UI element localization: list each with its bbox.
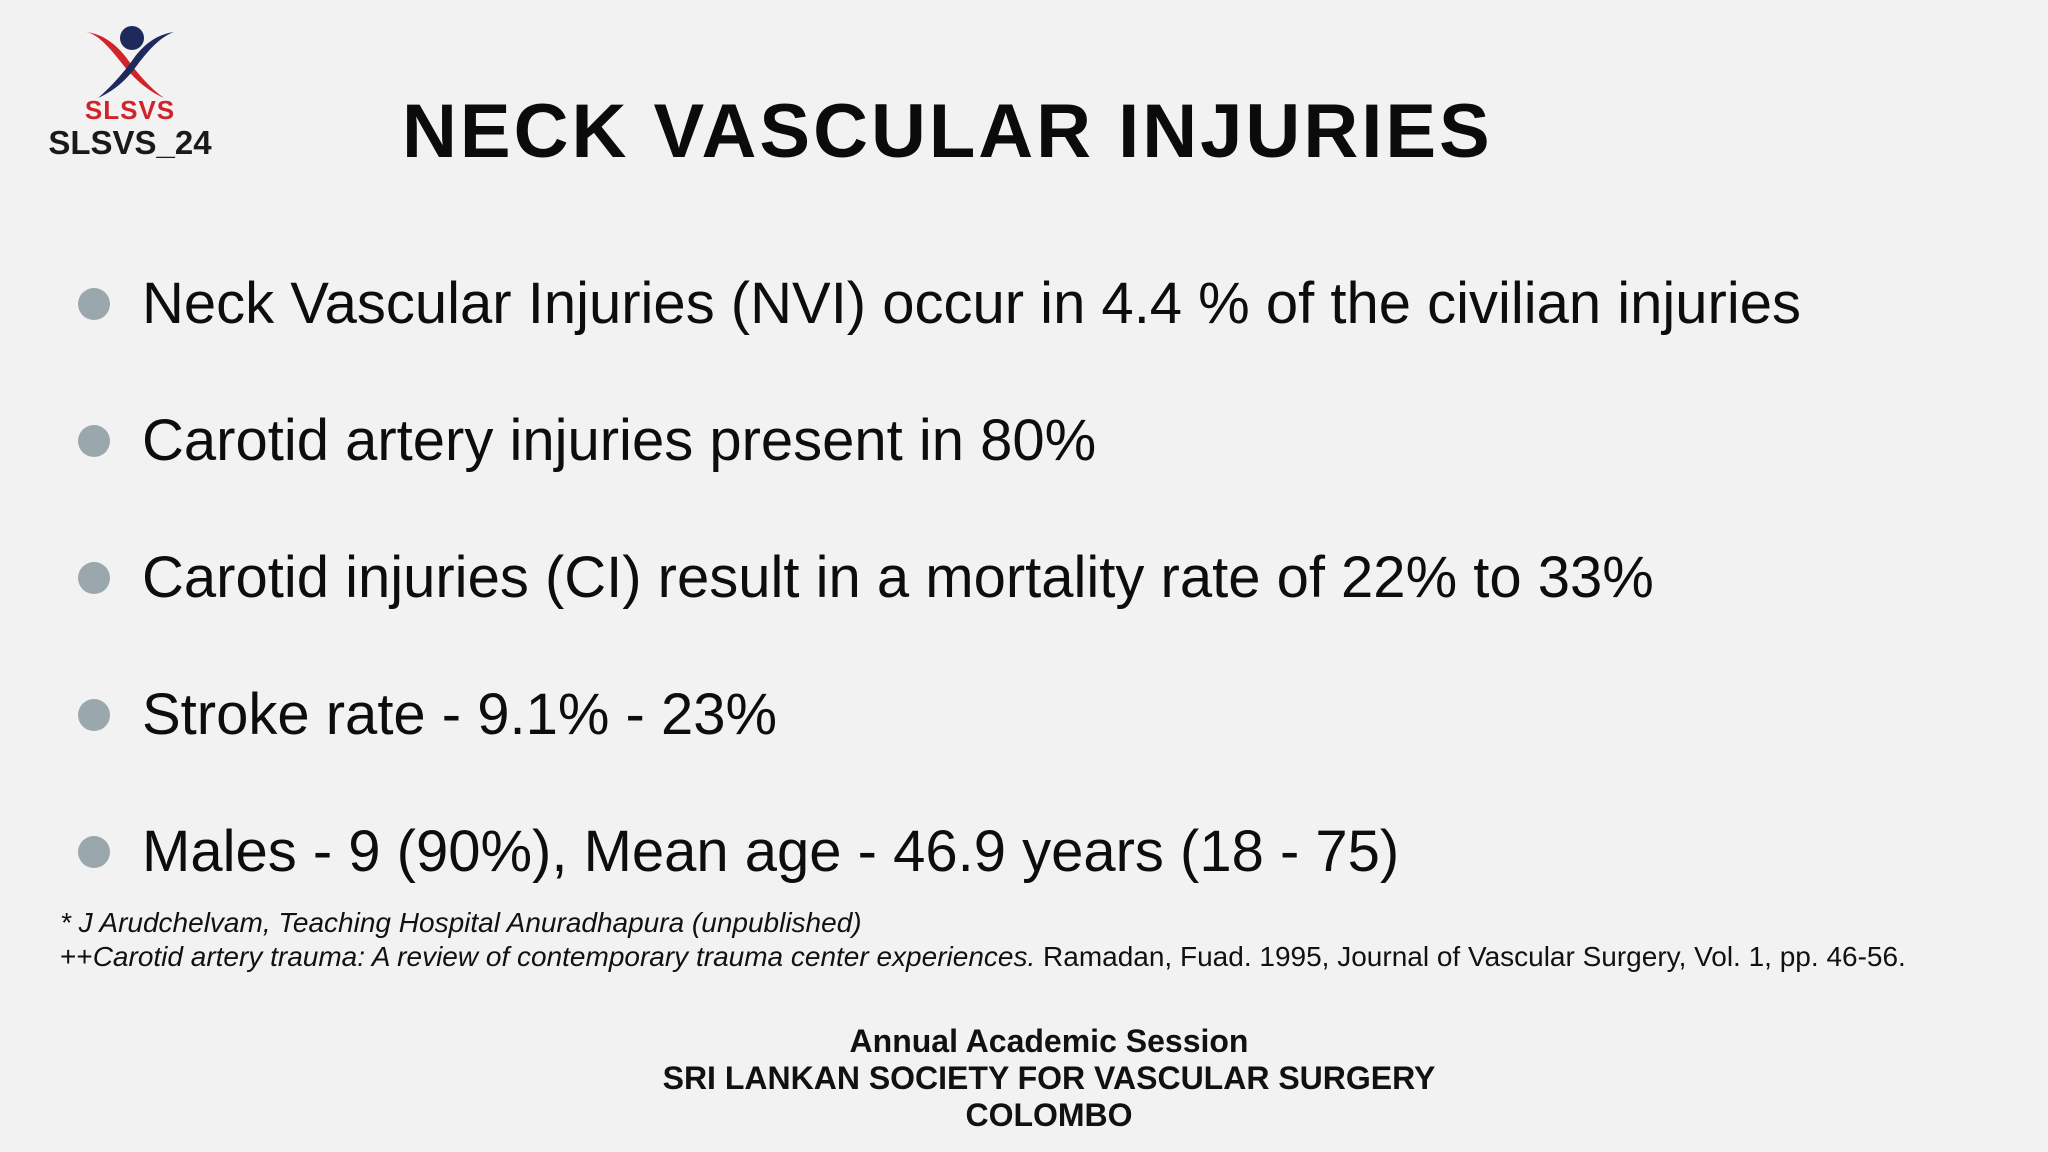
- bullet-text: Stroke rate - 9.1% - 23%: [142, 682, 778, 747]
- slide-title: NECK VASCULAR INJURIES: [402, 89, 1493, 174]
- footer-society: SRI LANKAN SOCIETY FOR VASCULAR SURGERY: [662, 1060, 1436, 1096]
- footer: Annual Academic Session SRI LANKAN SOCIE…: [0, 1023, 2048, 1134]
- bullet-dot-icon: [78, 287, 110, 320]
- footer-city: COLOMBO: [965, 1097, 1133, 1133]
- logo-event-text: SLSVS_24: [48, 124, 212, 161]
- references: * J Arudchelvam, Teaching Hospital Anura…: [60, 906, 1940, 974]
- bullet-dot-icon: [78, 561, 110, 594]
- reference-2-details: Ramadan, Fuad. 1995, Journal of Vascular…: [1035, 941, 1906, 972]
- bullet-item: Carotid artery injuries present in 80%: [78, 372, 2018, 509]
- reference-1-text: * J Arudchelvam, Teaching Hospital Anura…: [60, 907, 862, 938]
- footer-session: Annual Academic Session: [849, 1023, 1249, 1059]
- bullet-dot-icon: [78, 424, 110, 457]
- bullet-item: Neck Vascular Injuries (NVI) occur in 4.…: [78, 235, 2018, 372]
- bullet-dot-icon: [78, 698, 110, 731]
- bullet-text: Carotid injuries (CI) result in a mortal…: [142, 545, 1654, 610]
- bullet-dot-icon: [78, 835, 110, 868]
- logo-org-text: SLSVS: [84, 95, 176, 125]
- reference-1: * J Arudchelvam, Teaching Hospital Anura…: [60, 906, 1940, 940]
- bullet-item: Males - 9 (90%), Mean age - 46.9 years (…: [78, 783, 2018, 920]
- bullet-list: Neck Vascular Injuries (NVI) occur in 4.…: [78, 235, 2018, 920]
- bullet-text: Males - 9 (90%), Mean age - 46.9 years (…: [142, 819, 1400, 884]
- bullet-item: Carotid injuries (CI) result in a mortal…: [78, 509, 2018, 646]
- reference-2-title: Carotid artery trauma: A review of conte…: [92, 941, 1036, 972]
- reference-2: ++Carotid artery trauma: A review of con…: [60, 940, 1940, 974]
- bullet-text: Carotid artery injuries present in 80%: [142, 408, 1097, 473]
- bullet-text: Neck Vascular Injuries (NVI) occur in 4.…: [142, 271, 1802, 336]
- slsvs-logo: SLSVS SLSVS_24: [40, 18, 220, 178]
- bullet-item: Stroke rate - 9.1% - 23%: [78, 646, 2018, 783]
- reference-2-prefix: ++: [60, 941, 93, 972]
- slsvs-logo-icon: [86, 26, 174, 98]
